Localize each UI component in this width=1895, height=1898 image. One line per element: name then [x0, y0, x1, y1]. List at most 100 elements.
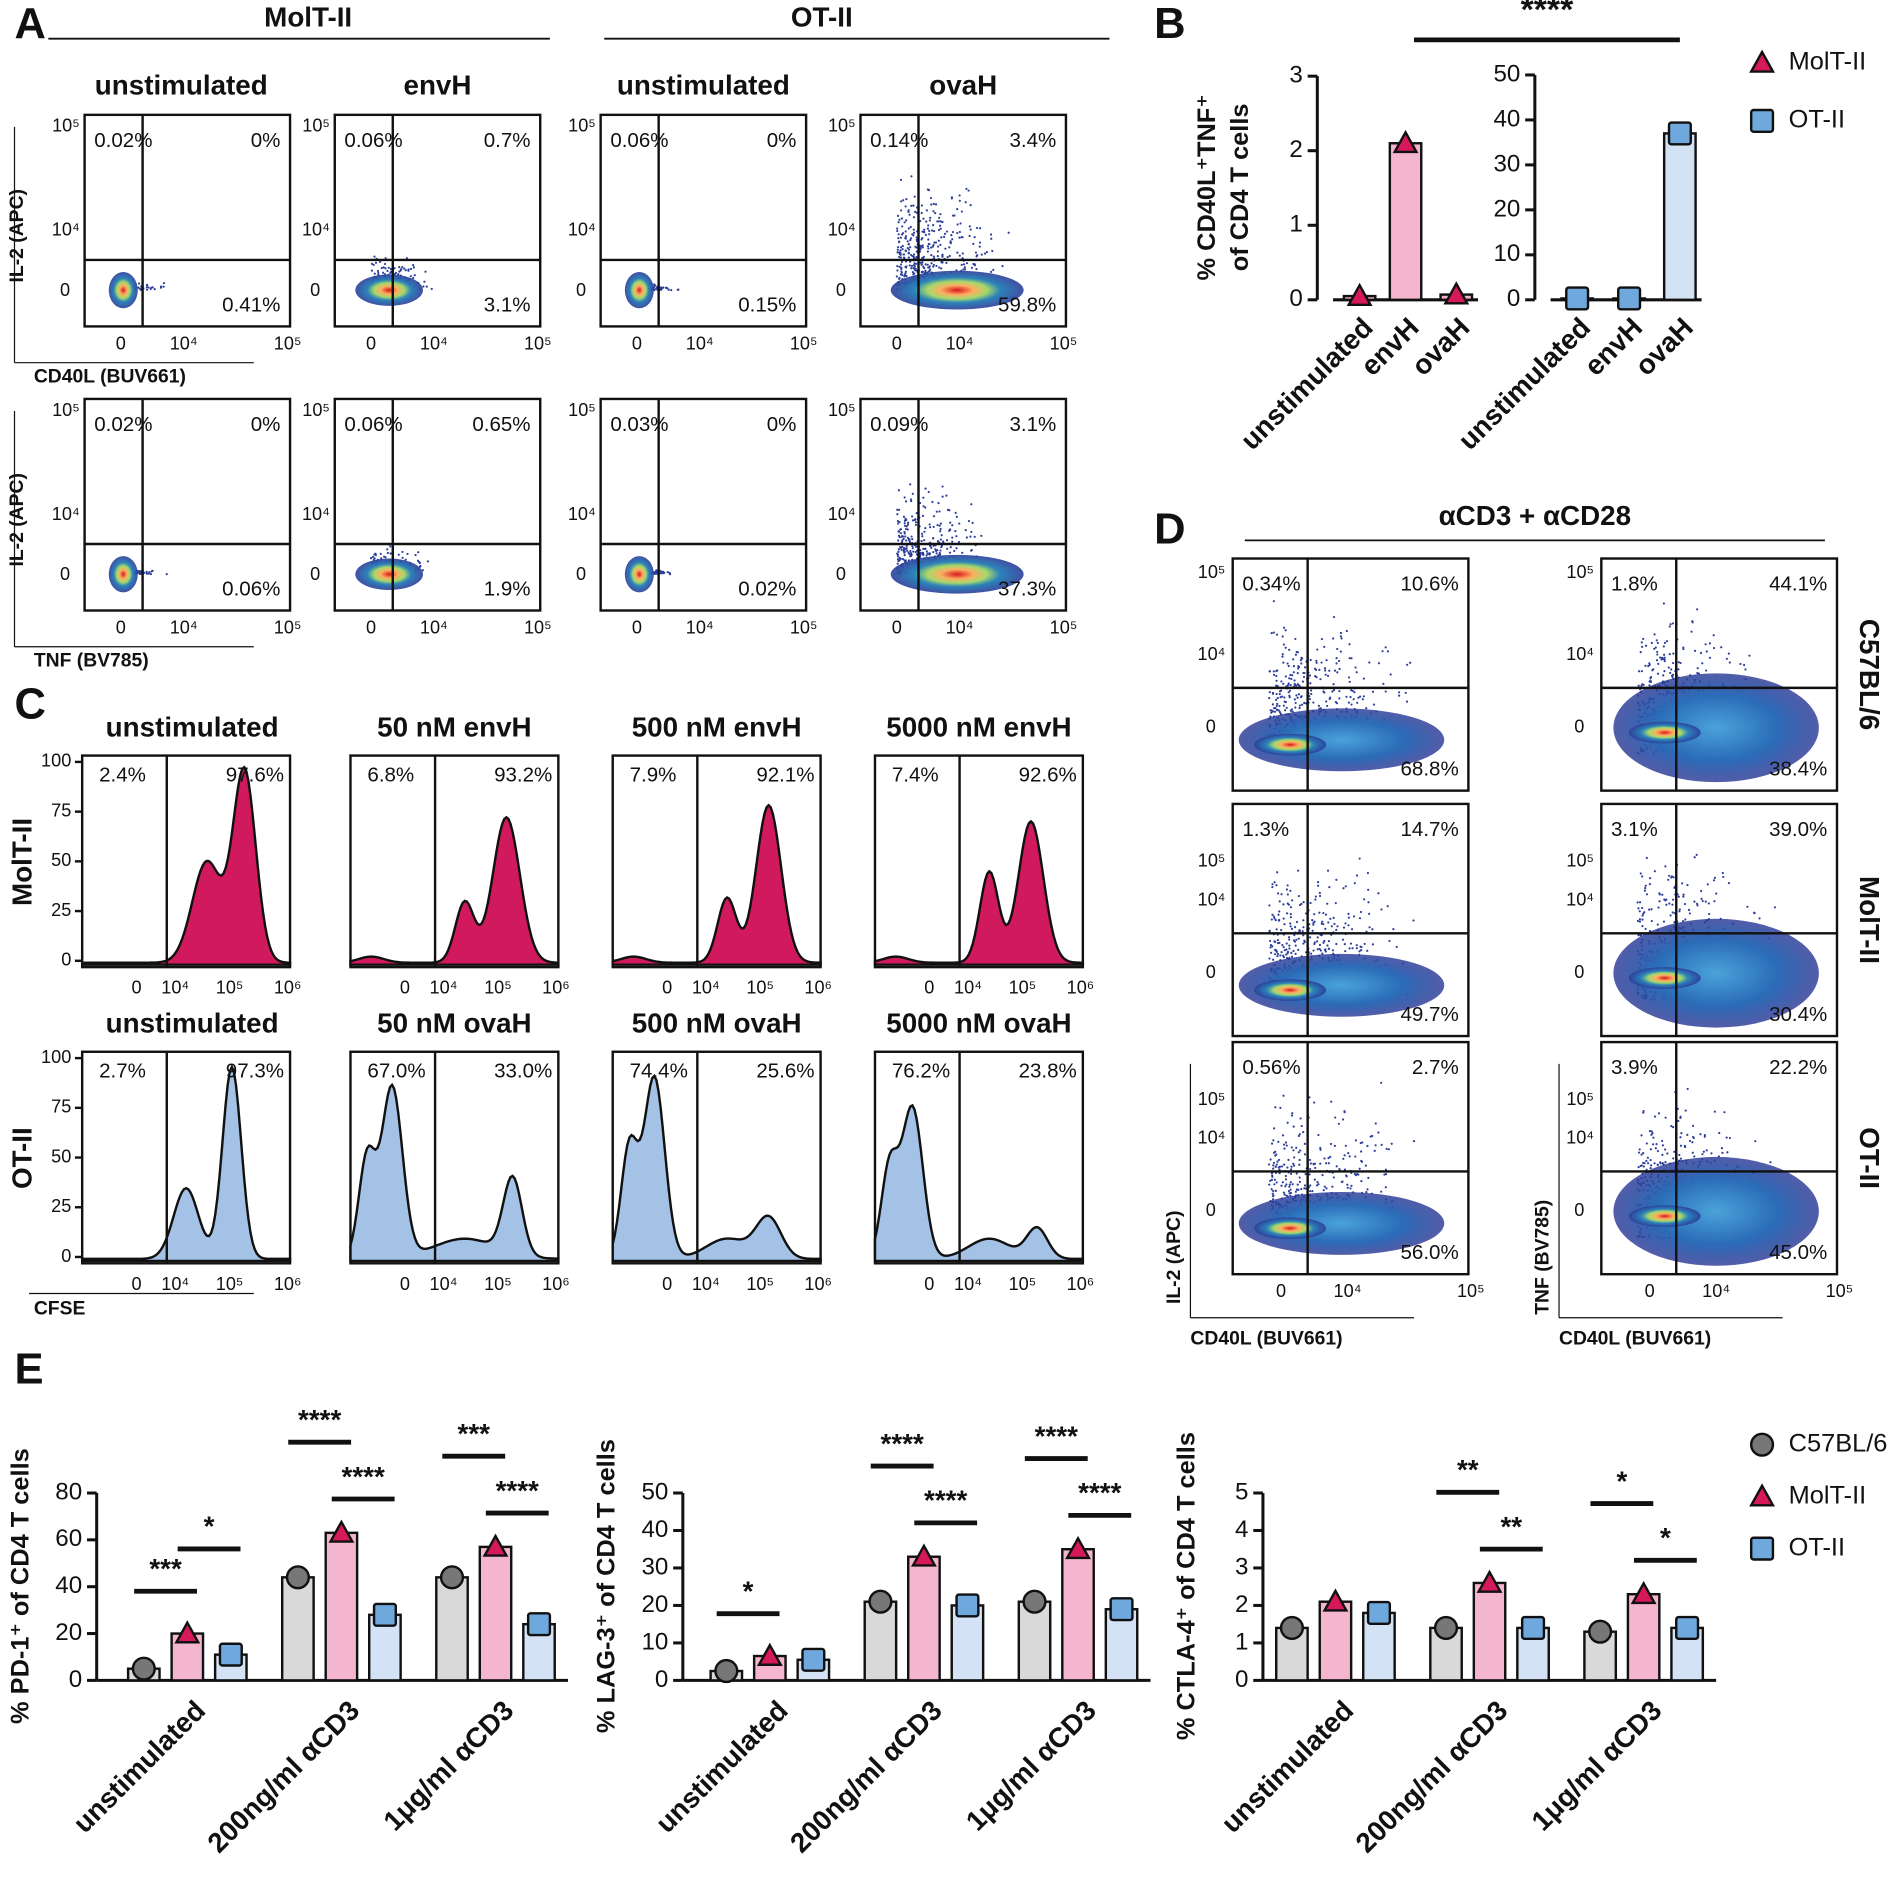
event-dot — [951, 238, 954, 241]
event-dot — [379, 552, 382, 555]
event-dot — [930, 203, 933, 206]
event-dot — [1397, 691, 1401, 694]
label: C57BL/6 — [1789, 1429, 1888, 1457]
label: 1.9% — [484, 577, 531, 600]
label: **** — [924, 1485, 967, 1516]
event-dot — [1290, 1114, 1294, 1117]
event-dot — [907, 227, 910, 230]
event-dot — [1656, 1163, 1659, 1166]
event-dot — [1667, 878, 1670, 881]
event-dot — [1321, 920, 1324, 923]
event-dot — [924, 233, 927, 236]
event-dot — [1275, 928, 1278, 931]
label: 0 — [1276, 1281, 1286, 1301]
event-dot — [1358, 1167, 1361, 1170]
event-dot — [1667, 666, 1670, 669]
event-dot — [1656, 923, 1659, 926]
event-dot — [1282, 626, 1286, 629]
event-dot — [1270, 918, 1273, 921]
event-dot — [380, 266, 383, 270]
event-dot — [1343, 1154, 1346, 1157]
event-dot — [1700, 889, 1703, 893]
event-dot — [655, 286, 658, 289]
event-dot — [1319, 949, 1322, 952]
event-dot — [896, 508, 899, 511]
event-dot — [1300, 1124, 1303, 1128]
event-dot — [1283, 1147, 1286, 1150]
event-dot — [1385, 1147, 1388, 1150]
event-dot — [1314, 1166, 1317, 1170]
event-dot — [160, 285, 163, 288]
event-dot — [1373, 1149, 1376, 1152]
event-dot — [1268, 670, 1271, 673]
event-dot — [1294, 1190, 1297, 1193]
label: **** — [1035, 1420, 1078, 1451]
event-dot — [897, 241, 901, 244]
event-dot — [932, 255, 935, 258]
event-dot — [902, 548, 905, 551]
label: 10⁶ — [1067, 1274, 1095, 1294]
event-dot — [1360, 949, 1363, 952]
event-dot — [1361, 698, 1364, 701]
event-dot — [1282, 682, 1285, 685]
event-dot — [424, 270, 427, 273]
event-dot — [1663, 656, 1666, 659]
event-dot — [1325, 659, 1328, 662]
event-dot — [980, 534, 983, 537]
label: 10⁵ — [216, 1274, 244, 1294]
label: 10⁵ — [484, 978, 512, 998]
event-dot — [1677, 1119, 1680, 1123]
event-dot — [1283, 923, 1286, 926]
event-dot — [1323, 1185, 1326, 1188]
event-dot — [399, 269, 402, 272]
event-dot — [1309, 1190, 1312, 1193]
event-dot — [932, 243, 935, 247]
event-dot — [1710, 1152, 1713, 1155]
event-dot — [1308, 1158, 1312, 1162]
event-dot — [1309, 1184, 1312, 1187]
event-dot — [899, 253, 902, 256]
event-dot — [1687, 908, 1691, 911]
event-dot — [146, 283, 149, 286]
event-dot — [1668, 652, 1671, 656]
event-dot — [898, 218, 901, 221]
label: 10⁵ — [1050, 333, 1078, 353]
label: IL-2 (APC) — [7, 473, 28, 566]
event-dot — [1358, 917, 1362, 920]
label: 10⁴ — [170, 617, 198, 637]
event-dot — [922, 547, 925, 550]
label: IL-2 (APC) — [7, 189, 28, 282]
event-dot — [1285, 953, 1288, 956]
event-dot — [1311, 1190, 1314, 1193]
event-dot — [1330, 1100, 1333, 1103]
density — [1613, 673, 1819, 783]
event-dot — [978, 245, 981, 248]
bar — [1061, 1548, 1095, 1682]
label: 0 — [116, 333, 126, 353]
event-dot — [991, 249, 994, 253]
data-point — [1630, 1580, 1657, 1605]
event-dot — [1341, 1180, 1344, 1183]
label: 0 — [924, 978, 934, 998]
event-dot — [1293, 1164, 1296, 1167]
label: OT-II — [1854, 1127, 1885, 1189]
event-dot — [1282, 956, 1285, 959]
label: unstimulated — [106, 711, 279, 742]
label: 80 — [55, 1478, 82, 1505]
event-dot — [1294, 944, 1297, 947]
event-dot — [1301, 680, 1305, 683]
event-dot — [1287, 1190, 1291, 1193]
event-dot — [1337, 1122, 1340, 1125]
label: 75 — [51, 800, 71, 820]
event-dot — [1291, 1112, 1294, 1115]
label: αCD3 + αCD28 — [1439, 500, 1632, 531]
event-dot — [1312, 923, 1315, 926]
label: 67.0% — [367, 1060, 425, 1083]
event-dot — [1381, 650, 1384, 653]
event-dot — [668, 571, 671, 575]
label: 0.65% — [472, 413, 530, 436]
event-dot — [1358, 950, 1361, 953]
event-dot — [1298, 704, 1302, 707]
event-dot — [1269, 944, 1273, 947]
event-dot — [1274, 710, 1277, 713]
